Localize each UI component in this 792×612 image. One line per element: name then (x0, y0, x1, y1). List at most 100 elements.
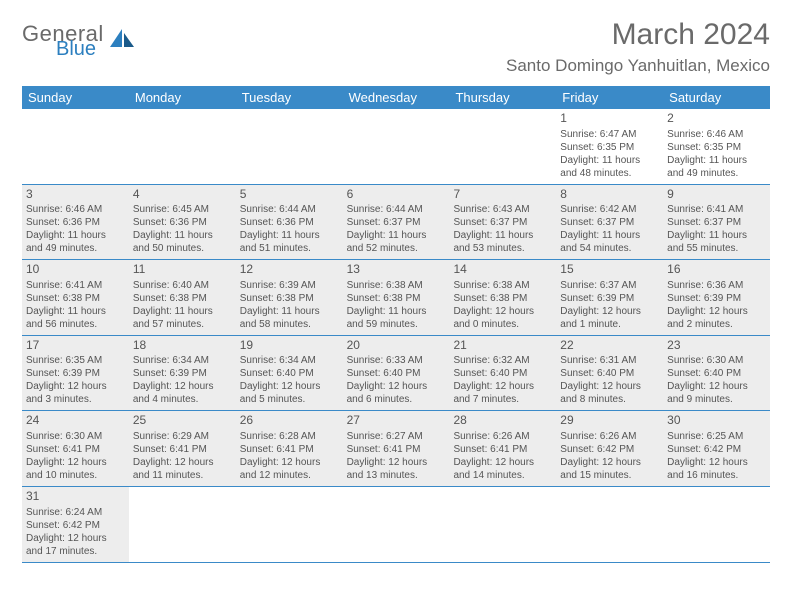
day-info-line: Sunset: 6:39 PM (667, 292, 766, 305)
day-cell: 1Sunrise: 6:47 AMSunset: 6:35 PMDaylight… (556, 109, 663, 184)
day-info-line: Sunset: 6:38 PM (240, 292, 339, 305)
day-number: 4 (133, 187, 232, 203)
page-header: General Blue March 2024 Santo Domingo Ya… (22, 18, 770, 76)
day-info-line: and 5 minutes. (240, 393, 339, 406)
day-cell (129, 487, 236, 562)
day-info-line: Sunrise: 6:36 AM (667, 279, 766, 292)
week-row: 24Sunrise: 6:30 AMSunset: 6:41 PMDayligh… (22, 411, 770, 487)
day-info-line: Daylight: 11 hours (453, 229, 552, 242)
day-cell (236, 109, 343, 184)
weekday-header: Thursday (449, 86, 556, 109)
day-info-line: and 53 minutes. (453, 242, 552, 255)
week-row: 17Sunrise: 6:35 AMSunset: 6:39 PMDayligh… (22, 336, 770, 412)
day-info-line: Sunset: 6:38 PM (26, 292, 125, 305)
day-info-line: Sunset: 6:41 PM (133, 443, 232, 456)
day-info-line: Daylight: 11 hours (667, 229, 766, 242)
day-info-line: Sunset: 6:41 PM (26, 443, 125, 456)
day-cell: 16Sunrise: 6:36 AMSunset: 6:39 PMDayligh… (663, 260, 770, 335)
day-info-line: Sunset: 6:38 PM (347, 292, 446, 305)
day-info-line: Daylight: 11 hours (667, 154, 766, 167)
week-row: 3Sunrise: 6:46 AMSunset: 6:36 PMDaylight… (22, 185, 770, 261)
day-info-line: and 15 minutes. (560, 469, 659, 482)
day-cell: 30Sunrise: 6:25 AMSunset: 6:42 PMDayligh… (663, 411, 770, 486)
day-info-line: Daylight: 11 hours (133, 305, 232, 318)
day-info-line: and 59 minutes. (347, 318, 446, 331)
day-number: 16 (667, 262, 766, 278)
day-info-line: Sunrise: 6:30 AM (667, 354, 766, 367)
day-info-line: Daylight: 12 hours (347, 380, 446, 393)
day-info-line: Daylight: 12 hours (560, 456, 659, 469)
day-info-line: Daylight: 12 hours (453, 380, 552, 393)
day-info-line: Sunrise: 6:25 AM (667, 430, 766, 443)
weekday-header: Wednesday (343, 86, 450, 109)
day-cell: 15Sunrise: 6:37 AMSunset: 6:39 PMDayligh… (556, 260, 663, 335)
day-cell: 10Sunrise: 6:41 AMSunset: 6:38 PMDayligh… (22, 260, 129, 335)
day-cell: 17Sunrise: 6:35 AMSunset: 6:39 PMDayligh… (22, 336, 129, 411)
day-info-line: and 52 minutes. (347, 242, 446, 255)
title-block: March 2024 Santo Domingo Yanhuitlan, Mex… (506, 18, 770, 76)
day-info-line: and 49 minutes. (26, 242, 125, 255)
day-info-line: and 13 minutes. (347, 469, 446, 482)
day-number: 2 (667, 111, 766, 127)
day-info-line: Sunset: 6:42 PM (26, 519, 125, 532)
day-number: 14 (453, 262, 552, 278)
day-cell: 6Sunrise: 6:44 AMSunset: 6:37 PMDaylight… (343, 185, 450, 260)
day-info-line: and 9 minutes. (667, 393, 766, 406)
day-info-line: and 3 minutes. (26, 393, 125, 406)
weekday-header: Friday (556, 86, 663, 109)
day-info-line: and 6 minutes. (347, 393, 446, 406)
day-info-line: and 57 minutes. (133, 318, 232, 331)
day-cell: 25Sunrise: 6:29 AMSunset: 6:41 PMDayligh… (129, 411, 236, 486)
day-info-line: Sunset: 6:40 PM (453, 367, 552, 380)
day-number: 5 (240, 187, 339, 203)
day-cell: 20Sunrise: 6:33 AMSunset: 6:40 PMDayligh… (343, 336, 450, 411)
day-info-line: Sunrise: 6:44 AM (347, 203, 446, 216)
day-info-line: Sunset: 6:39 PM (560, 292, 659, 305)
day-cell: 31Sunrise: 6:24 AMSunset: 6:42 PMDayligh… (22, 487, 129, 562)
day-info-line: Sunrise: 6:47 AM (560, 128, 659, 141)
day-info-line: Daylight: 11 hours (347, 305, 446, 318)
day-info-line: Sunset: 6:36 PM (240, 216, 339, 229)
day-number: 30 (667, 413, 766, 429)
day-info-line: and 14 minutes. (453, 469, 552, 482)
day-info-line: Sunrise: 6:29 AM (133, 430, 232, 443)
weekday-header: Saturday (663, 86, 770, 109)
day-info-line: Daylight: 12 hours (453, 305, 552, 318)
day-number: 10 (26, 262, 125, 278)
weekday-header: Sunday (22, 86, 129, 109)
day-info-line: Daylight: 12 hours (26, 532, 125, 545)
day-info-line: and 1 minute. (560, 318, 659, 331)
day-info-line: Sunset: 6:35 PM (667, 141, 766, 154)
day-info-line: Sunrise: 6:40 AM (133, 279, 232, 292)
day-info-line: and 12 minutes. (240, 469, 339, 482)
day-info-line: Daylight: 12 hours (26, 456, 125, 469)
brand-text: General Blue (22, 24, 104, 58)
location-text: Santo Domingo Yanhuitlan, Mexico (506, 56, 770, 76)
day-info-line: Sunrise: 6:44 AM (240, 203, 339, 216)
day-number: 17 (26, 338, 125, 354)
day-info-line: Sunset: 6:38 PM (133, 292, 232, 305)
day-info-line: Sunrise: 6:46 AM (667, 128, 766, 141)
day-info-line: Daylight: 11 hours (560, 154, 659, 167)
day-info-line: Sunset: 6:41 PM (453, 443, 552, 456)
day-cell: 3Sunrise: 6:46 AMSunset: 6:36 PMDaylight… (22, 185, 129, 260)
day-info-line: Sunset: 6:42 PM (667, 443, 766, 456)
day-info-line: Daylight: 11 hours (240, 305, 339, 318)
day-number: 1 (560, 111, 659, 127)
day-info-line: Sunrise: 6:39 AM (240, 279, 339, 292)
day-info-line: Sunrise: 6:26 AM (560, 430, 659, 443)
day-info-line: Sunset: 6:38 PM (453, 292, 552, 305)
day-cell: 9Sunrise: 6:41 AMSunset: 6:37 PMDaylight… (663, 185, 770, 260)
day-info-line: and 56 minutes. (26, 318, 125, 331)
day-number: 19 (240, 338, 339, 354)
day-number: 29 (560, 413, 659, 429)
day-number: 22 (560, 338, 659, 354)
day-info-line: Sunrise: 6:41 AM (26, 279, 125, 292)
day-info-line: Daylight: 12 hours (667, 305, 766, 318)
day-info-line: Sunrise: 6:34 AM (240, 354, 339, 367)
day-info-line: Sunrise: 6:34 AM (133, 354, 232, 367)
day-info-line: Daylight: 12 hours (453, 456, 552, 469)
week-row: 31Sunrise: 6:24 AMSunset: 6:42 PMDayligh… (22, 487, 770, 563)
day-info-line: Sunrise: 6:42 AM (560, 203, 659, 216)
day-info-line: Sunrise: 6:27 AM (347, 430, 446, 443)
